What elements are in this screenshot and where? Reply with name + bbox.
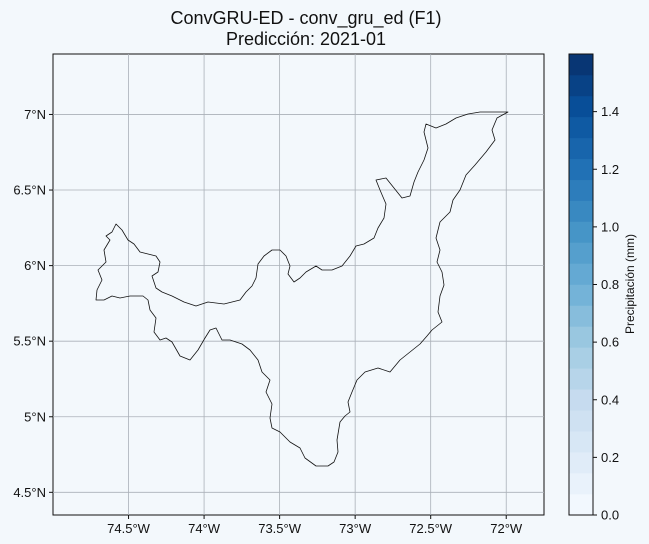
colorbar-tick-label: 1.2 (601, 162, 619, 177)
tick-label-lon: 72°W (490, 521, 523, 536)
colorbar-level (569, 452, 593, 474)
colorbar-label: Precipitación (mm) (623, 234, 637, 334)
colorbar-level (569, 410, 593, 432)
map-panel (52, 53, 545, 516)
colorbar-level (569, 242, 593, 264)
colorbar-ticks: 0.0 0.2 0.4 0.6 0.8 1.0 1.2 1.4 (593, 104, 619, 523)
tick-label-lat: 4.5°N (13, 485, 46, 500)
colorbar-tick-label: 0.6 (601, 335, 619, 350)
tick-label-lon: 74°W (188, 521, 221, 536)
colorbar-tick-label: 0.0 (601, 508, 619, 523)
gridlines (53, 54, 544, 515)
colorbar-level (569, 284, 593, 306)
tick-label-lon: 74.5°W (107, 521, 151, 536)
colorbar-level (569, 158, 593, 181)
colorbar-level (569, 137, 593, 160)
tick-label-lon: 73.5°W (258, 521, 302, 536)
colorbar-level (569, 347, 593, 369)
colorbar-level (569, 54, 593, 76)
colorbar-level (569, 74, 593, 97)
colorbar-level (569, 95, 593, 118)
longitude-tick-labels: 74.5°W 74°W 73.5°W 73°W 72.5°W 72°W (107, 515, 523, 536)
tick-label-lat: 7°N (24, 107, 46, 122)
map-title: ConvGRU-ED - conv_gru_ed (F1) (170, 8, 442, 28)
map-subtitle: Predicción: 2021-01 (225, 29, 387, 49)
colorbar-tick-label: 0.2 (601, 450, 619, 465)
colorbar-level (569, 389, 593, 411)
colorbar-level (569, 494, 593, 516)
colorbar-tick-label: 0.4 (601, 392, 619, 407)
tick-label-lat: 6°N (24, 258, 46, 273)
colorbar-level (569, 263, 593, 285)
colorbar-level (569, 326, 593, 348)
colorbar-level (569, 473, 593, 495)
region-boundary (95, 111, 509, 467)
colorbar-tick-label: 1.0 (601, 219, 619, 234)
colorbar-level (569, 368, 593, 390)
tick-label-lat: 5°N (24, 409, 46, 424)
colorbar-tick-label: 1.4 (601, 104, 619, 119)
colorbar-level (569, 200, 593, 222)
colorbar-tick-label: 0.8 (601, 277, 619, 292)
latitude-tick-labels: 7°N 6.5°N 6°N 5.5°N 5°N 4.5°N (13, 107, 53, 500)
colorbar-level (569, 431, 593, 453)
tick-label-lat: 6.5°N (13, 183, 46, 198)
tick-label-lon: 73°W (339, 521, 372, 536)
colorbar-level (569, 305, 593, 327)
tick-label-lon: 72.5°W (409, 521, 453, 536)
colorbar-level (569, 116, 593, 139)
colorbar-level (569, 179, 593, 201)
tick-label-lat: 5.5°N (13, 334, 46, 349)
colorbar (569, 54, 593, 516)
colorbar-level (569, 221, 593, 243)
